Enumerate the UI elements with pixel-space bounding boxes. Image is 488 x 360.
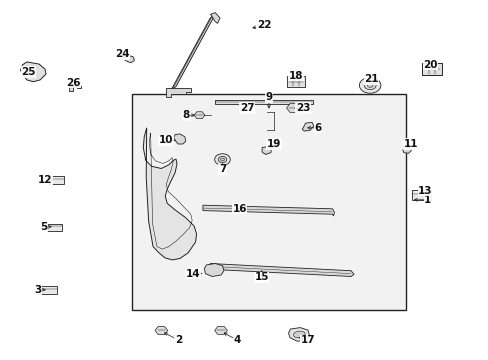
Text: 18: 18 (288, 71, 303, 81)
Circle shape (220, 158, 224, 161)
Polygon shape (171, 14, 215, 90)
Text: 6: 6 (314, 123, 321, 133)
Text: 11: 11 (403, 139, 417, 149)
Polygon shape (302, 122, 313, 131)
Text: 25: 25 (21, 67, 36, 77)
Text: 27: 27 (239, 103, 254, 113)
Text: 22: 22 (256, 20, 271, 30)
Polygon shape (262, 147, 271, 154)
Text: 21: 21 (364, 74, 378, 84)
Polygon shape (210, 13, 220, 23)
Polygon shape (210, 264, 353, 276)
Polygon shape (155, 327, 167, 334)
Text: 20: 20 (422, 60, 437, 70)
Bar (421, 63, 441, 75)
Text: 26: 26 (66, 78, 81, 88)
Bar (132, 94, 405, 310)
Polygon shape (20, 62, 46, 82)
Text: 14: 14 (185, 269, 200, 279)
Text: 4: 4 (233, 335, 241, 345)
Text: 8: 8 (182, 110, 189, 120)
Circle shape (367, 83, 372, 87)
Text: 7: 7 (218, 164, 226, 174)
Polygon shape (194, 112, 204, 119)
Bar (421, 63, 441, 75)
Circle shape (218, 156, 226, 163)
Circle shape (214, 154, 230, 165)
Bar (47, 224, 62, 231)
Circle shape (364, 81, 375, 90)
Text: 3: 3 (35, 285, 41, 295)
Text: 1: 1 (424, 195, 430, 205)
Polygon shape (286, 104, 300, 112)
Text: 9: 9 (265, 92, 272, 102)
Text: 23: 23 (295, 103, 310, 113)
Ellipse shape (293, 331, 305, 338)
Text: 15: 15 (254, 272, 268, 282)
Polygon shape (143, 128, 196, 260)
Polygon shape (288, 328, 309, 341)
Text: 5: 5 (41, 222, 47, 232)
Text: 16: 16 (232, 204, 246, 214)
Bar (286, 76, 304, 87)
Polygon shape (123, 55, 134, 63)
Polygon shape (69, 86, 81, 91)
Text: 10: 10 (159, 135, 173, 145)
Text: 19: 19 (266, 139, 281, 149)
Text: 13: 13 (417, 186, 432, 196)
Text: 24: 24 (115, 49, 129, 59)
Polygon shape (402, 145, 411, 153)
Bar (411, 190, 430, 200)
Bar (40, 286, 58, 294)
Polygon shape (203, 205, 334, 216)
Bar (49, 176, 63, 184)
Text: 2: 2 (175, 335, 182, 345)
Polygon shape (173, 134, 185, 144)
Polygon shape (214, 327, 227, 334)
Text: 12: 12 (38, 175, 53, 185)
Polygon shape (215, 100, 312, 104)
Polygon shape (204, 264, 224, 276)
Polygon shape (166, 88, 190, 97)
Text: 17: 17 (300, 335, 315, 345)
Circle shape (359, 77, 380, 93)
